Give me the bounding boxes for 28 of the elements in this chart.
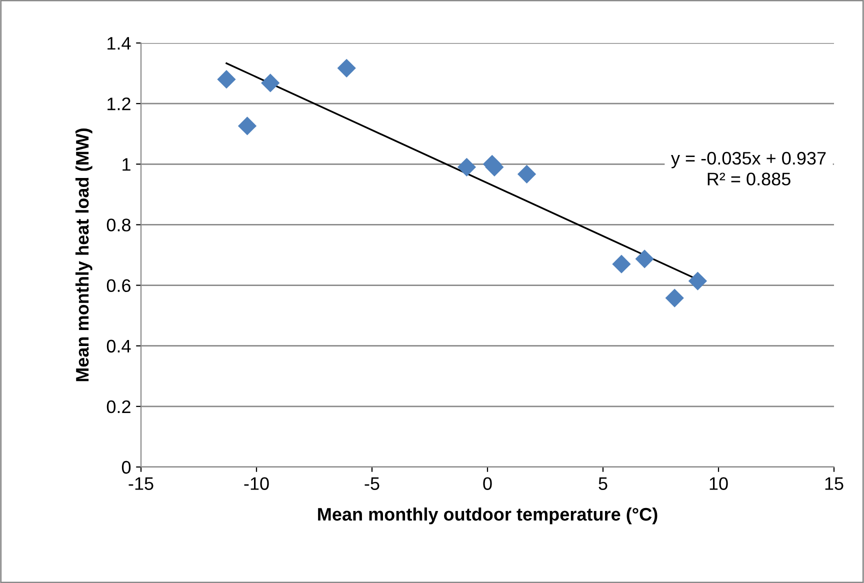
y-tick-label: 1.2 (108, 98, 130, 110)
y-tick-label: 0.6 (106, 279, 130, 292)
y-tick-label: 0.4 (106, 340, 131, 353)
y-tick-label: 0 (122, 460, 131, 474)
point (217, 70, 236, 89)
point (688, 272, 708, 290)
x-tick-label: 10 (710, 477, 728, 490)
x-tick-label: -5 (364, 477, 380, 490)
y-tick-label: 1 (122, 158, 130, 171)
annotation: y = -0.035x + 0.937 R² = 0.885 (671, 152, 826, 186)
x-tick-label: 5 (598, 477, 608, 490)
x-tick-label: -10 (244, 477, 269, 490)
point (457, 158, 476, 176)
x-axis-title: Mean monthly outdoor temperature (°C) (318, 507, 658, 524)
point (635, 250, 654, 268)
x-tick-label: -15 (128, 477, 154, 490)
y-tick-label: 1.4 (108, 37, 131, 50)
y-axis-title: Mean monthly heat load (MW) (75, 128, 92, 382)
point (261, 74, 280, 92)
point (337, 58, 356, 78)
point (238, 116, 257, 136)
y-tick-label: 0.8 (106, 218, 130, 232)
y-tick-label: 0.2 (106, 400, 130, 414)
x-tick-label: 15 (825, 477, 844, 490)
x-tick-label: 0 (483, 477, 492, 490)
point (665, 288, 684, 308)
point (517, 164, 536, 184)
point (612, 254, 631, 274)
